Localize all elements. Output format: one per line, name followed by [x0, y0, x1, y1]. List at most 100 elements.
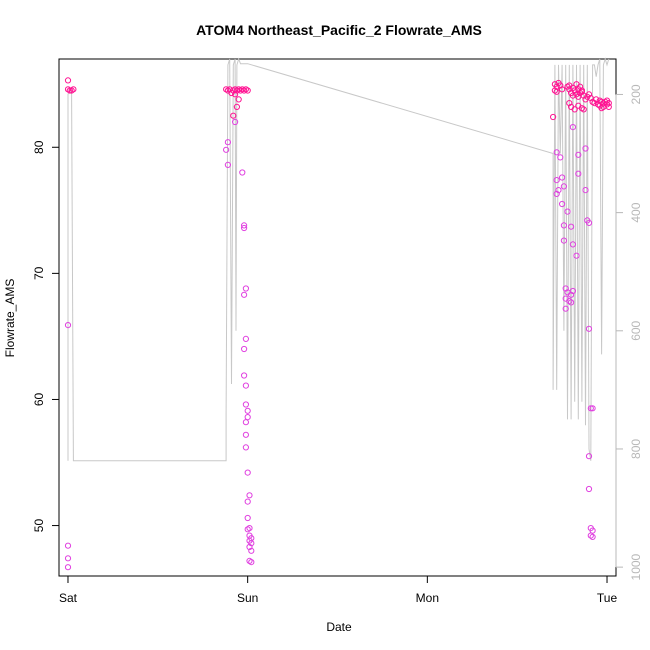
- data-point: [224, 139, 231, 146]
- data-point: [585, 219, 593, 226]
- data-point: [564, 208, 571, 215]
- data-point: [553, 190, 560, 197]
- data-point: [64, 542, 72, 549]
- data-point: [575, 170, 582, 177]
- data-point: [66, 87, 73, 94]
- data-point: [585, 453, 593, 460]
- data-point: [242, 335, 249, 342]
- y-tick-label: 80: [32, 140, 46, 154]
- data-point: [242, 285, 249, 292]
- y2-tick-label: 600: [629, 320, 643, 340]
- data-point: [232, 118, 239, 126]
- data-point: [575, 151, 582, 158]
- data-point: [241, 224, 248, 232]
- data-point: [239, 169, 246, 176]
- y-tick-label: 60: [32, 392, 46, 406]
- x-tick-label: Tue: [597, 591, 618, 605]
- y2-tick-label: 800: [629, 439, 643, 459]
- y-axis: 50 60 70 80: [32, 140, 60, 532]
- data-point: [555, 187, 562, 194]
- data-point: [241, 291, 248, 298]
- y2-tick-label: 200: [629, 84, 643, 104]
- data-point: [550, 113, 557, 121]
- data-point: [244, 414, 251, 421]
- data-points-layer: [64, 77, 612, 571]
- data-point: [559, 86, 566, 93]
- altitude-line-layer: [67, 57, 610, 462]
- data-point: [585, 485, 593, 493]
- data-point: [64, 322, 72, 329]
- x-tick-label: Mon: [416, 591, 439, 605]
- data-point: [244, 469, 251, 476]
- data-point: [244, 87, 251, 94]
- data-point: [242, 382, 249, 389]
- data-point: [591, 100, 598, 107]
- data-point: [246, 492, 253, 499]
- data-point: [569, 124, 577, 131]
- data-point: [562, 285, 569, 292]
- data-point: [70, 86, 77, 93]
- data-point: [242, 401, 249, 408]
- data-point: [232, 91, 239, 98]
- data-point: [571, 106, 578, 113]
- data-point: [560, 237, 568, 244]
- data-point: [559, 200, 566, 208]
- data-point: [244, 526, 251, 533]
- data-point: [587, 405, 594, 412]
- data-point: [589, 405, 596, 412]
- x-tick-label: Sun: [237, 591, 258, 605]
- y-tick-label: 70: [32, 266, 46, 280]
- data-point: [580, 106, 587, 113]
- data-point: [246, 543, 253, 551]
- chart-title: ATOM4 Northeast_Pacific_2 Flowrate_AMS: [196, 22, 482, 38]
- y2-axis: 200 400 600 800 1000: [615, 84, 643, 580]
- data-point: [242, 419, 249, 426]
- data-point: [589, 533, 596, 541]
- data-point: [585, 91, 593, 98]
- plot-frame: [58, 58, 617, 577]
- data-point: [233, 103, 240, 111]
- data-point: [244, 514, 251, 522]
- data-point: [578, 88, 586, 95]
- data-point: [585, 325, 593, 332]
- x-tick-label: Sat: [59, 591, 78, 605]
- data-point: [242, 431, 249, 438]
- data-point: [248, 547, 255, 554]
- altitude-line: [67, 57, 610, 462]
- y2-tick-label: 400: [629, 202, 643, 222]
- data-point: [230, 112, 237, 119]
- data-point: [241, 222, 248, 229]
- data-point: [582, 145, 589, 152]
- data-point: [560, 222, 568, 229]
- data-point: [241, 372, 248, 379]
- data-point: [241, 345, 248, 353]
- data-point: [605, 103, 612, 111]
- data-point: [553, 177, 560, 184]
- data-point: [553, 149, 560, 156]
- data-point: [569, 287, 577, 295]
- data-point: [569, 241, 577, 248]
- data-point: [560, 183, 568, 190]
- data-point: [64, 564, 72, 571]
- y2-tick-label: 1000: [629, 553, 643, 580]
- y-axis-label: Flowrate_AMS: [3, 279, 17, 358]
- data-point: [242, 444, 249, 451]
- data-point: [559, 174, 566, 181]
- data-point: [582, 187, 589, 194]
- data-point: [573, 252, 580, 259]
- data-point: [248, 540, 255, 547]
- data-point: [568, 291, 575, 298]
- data-point: [64, 77, 72, 84]
- data-point: [566, 100, 573, 107]
- data-point: [223, 146, 230, 153]
- data-point: [568, 223, 575, 230]
- data-point: [244, 407, 251, 414]
- x-axis: Sat Sun Mon Tue: [59, 575, 618, 605]
- data-point: [224, 161, 231, 168]
- x-axis-label: Date: [326, 620, 352, 634]
- data-point: [562, 305, 569, 312]
- data-point: [557, 82, 564, 89]
- data-point: [64, 555, 72, 562]
- data-point: [568, 299, 575, 306]
